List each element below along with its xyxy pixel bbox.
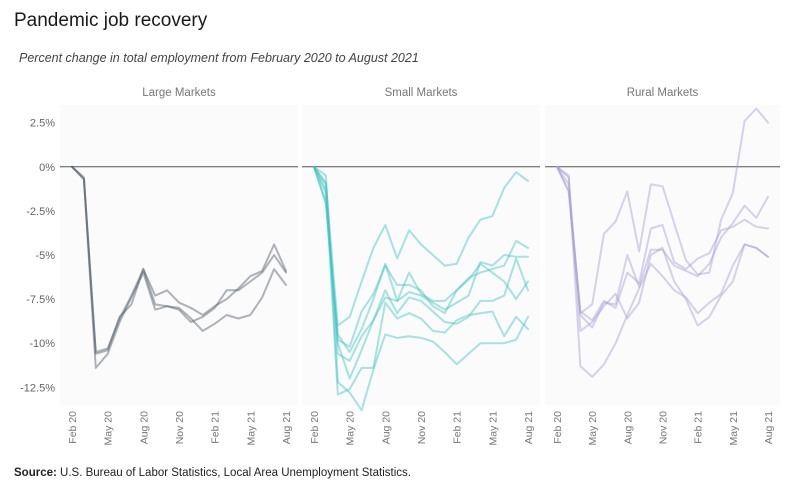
series-line	[313, 165, 529, 396]
series-line	[313, 165, 529, 362]
y-tick-label: -10%	[29, 338, 55, 350]
x-tick-label: May 20	[103, 411, 115, 446]
x-tick-label: Nov 20	[658, 411, 670, 444]
x-tick-label: Nov 20	[174, 411, 186, 444]
source-text: U.S. Bureau of Labor Statistics, Local A…	[60, 467, 411, 479]
series-line	[313, 165, 529, 327]
panel-background	[60, 105, 298, 405]
y-tick-label: -2.5%	[26, 206, 55, 218]
x-tick-label: Aug 20	[380, 411, 392, 444]
x-tick-label: Feb 20	[552, 411, 564, 444]
x-tick-label: Feb 21	[452, 411, 464, 444]
x-tick-label: Feb 20	[309, 411, 321, 444]
series-line	[556, 165, 769, 322]
series-line	[71, 165, 287, 369]
x-tick-label: May 21	[245, 411, 257, 446]
y-tick-label: -12.5%	[20, 382, 55, 394]
series-line	[556, 107, 769, 315]
x-tick-label: May 20	[345, 411, 357, 446]
x-tick-label: May 21	[728, 411, 740, 446]
y-tick-label: -7.5%	[26, 294, 55, 306]
series-line	[71, 165, 287, 355]
x-tick-label: Aug 21	[763, 411, 775, 444]
series-line	[313, 165, 529, 354]
x-tick-label: May 21	[487, 411, 499, 446]
x-tick-label: Aug 21	[281, 411, 293, 444]
series-line	[556, 165, 769, 378]
chart-subtitle: Percent change in total employment from …	[19, 51, 419, 65]
chart-title: Pandemic job recovery	[14, 10, 208, 31]
y-tick-label: -5%	[35, 250, 55, 262]
x-tick-label: Nov 20	[416, 411, 428, 444]
x-tick-label: Feb 21	[210, 411, 222, 444]
y-tick-label: 2.5%	[30, 118, 55, 130]
panel-title: Rural Markets	[627, 87, 699, 99]
series-line	[313, 165, 529, 348]
panel-background	[545, 105, 780, 405]
x-tick-label: May 20	[587, 411, 599, 446]
series-line	[313, 165, 529, 380]
panel-background	[302, 105, 540, 405]
series-line	[313, 165, 529, 412]
x-tick-label: Feb 20	[67, 411, 79, 444]
source-label: Source:	[14, 467, 57, 479]
x-tick-label: Aug 21	[523, 411, 535, 444]
panel-title: Small Markets	[385, 87, 458, 99]
x-tick-label: Feb 21	[693, 411, 705, 444]
panel-title: Large Markets	[142, 87, 216, 99]
y-tick-label: 0%	[39, 162, 55, 174]
series-line	[556, 165, 769, 329]
x-tick-label: Aug 20	[138, 411, 150, 444]
series-line	[71, 165, 287, 354]
source-note: Source: U.S. Bureau of Labor Statistics,…	[14, 467, 411, 479]
x-tick-label: Aug 20	[622, 411, 634, 444]
series-line	[556, 165, 769, 332]
